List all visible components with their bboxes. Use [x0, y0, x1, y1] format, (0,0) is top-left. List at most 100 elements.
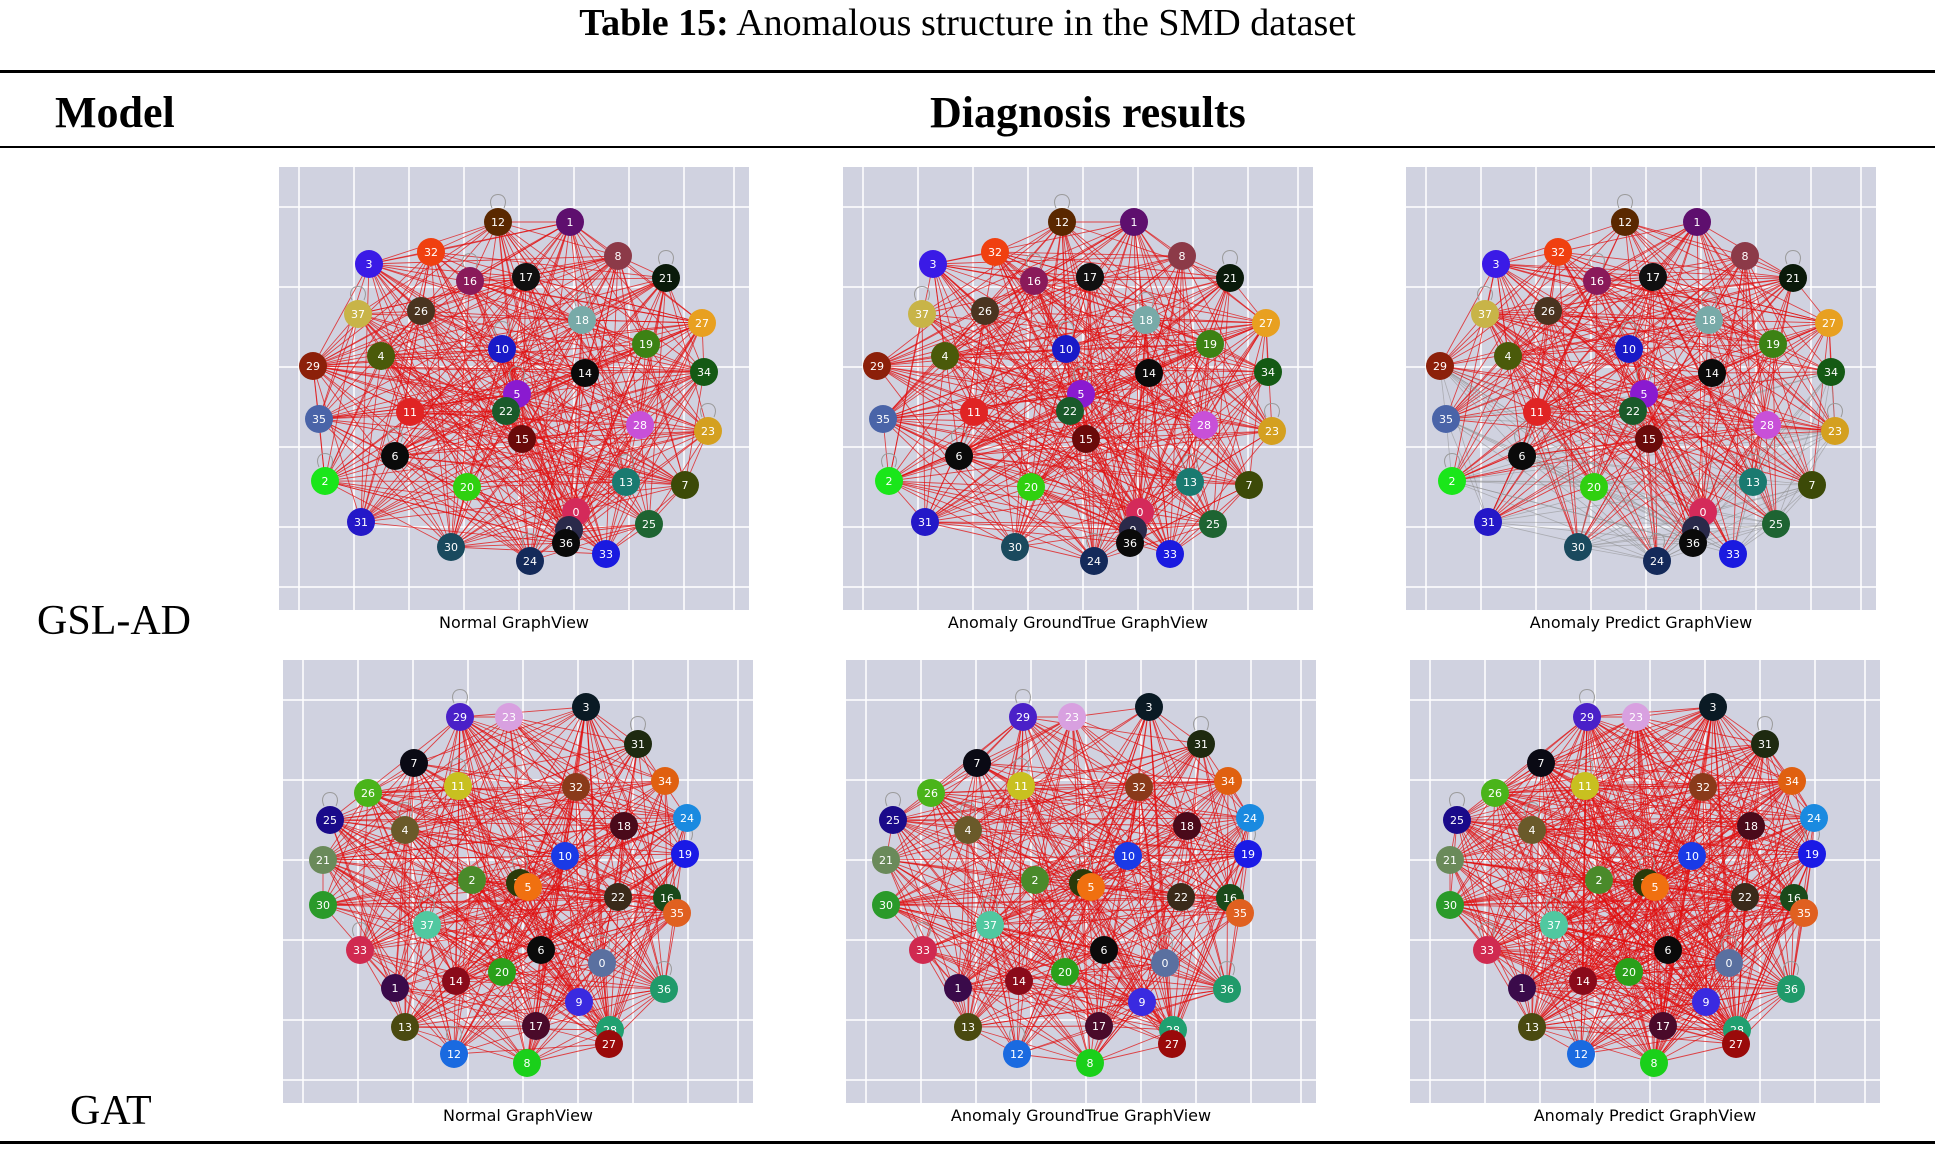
graph-edge	[329, 785, 459, 821]
graph-edge	[1484, 313, 1634, 412]
graph-edge	[380, 348, 503, 357]
graph-edge	[575, 786, 688, 819]
graph-edge	[420, 310, 709, 432]
graph-edge	[989, 855, 1129, 926]
graph-edge	[1018, 825, 1188, 982]
graph-edge	[394, 372, 586, 457]
node-label: 28	[633, 419, 647, 432]
node-label: 11	[1014, 780, 1028, 793]
graph-edge	[1702, 780, 1793, 788]
graph-edge	[581, 319, 641, 426]
graph-edge	[1744, 896, 1792, 990]
node-circle	[1722, 1030, 1750, 1058]
graph-edge	[1484, 251, 1559, 315]
node-circle	[595, 1030, 623, 1058]
graph-edge	[312, 343, 647, 367]
graph-edge	[1139, 372, 1150, 513]
graph-edge	[1692, 523, 1777, 544]
table-caption: Table 15: Anomalous structure in the SMD…	[0, 3, 1935, 43]
graph-edge	[404, 706, 587, 1028]
node-label: 22	[611, 891, 625, 904]
graph-edge	[404, 829, 619, 898]
graph-edge	[1180, 896, 1228, 990]
graph-edge	[368, 263, 527, 278]
node-label: 0	[599, 957, 606, 970]
node-label: 31	[1481, 516, 1495, 529]
graph-edge	[1702, 786, 1815, 819]
node-circle	[1114, 842, 1142, 870]
graph-edge	[1456, 716, 1588, 821]
node-label: 21	[1443, 854, 1457, 867]
graph-node: 36	[552, 529, 580, 557]
graph-edge	[1451, 393, 1645, 482]
graph-node: 4	[954, 816, 982, 844]
graph-edge	[516, 393, 607, 555]
graph-edge	[625, 371, 705, 483]
graph-node: 8	[513, 1049, 541, 1077]
graph-edge	[459, 706, 587, 718]
node-label: 29	[306, 360, 320, 373]
graph-edge	[1711, 371, 1832, 374]
graph-edge	[1596, 277, 1794, 282]
node-label: 34	[1261, 366, 1275, 379]
graph-node: 37	[1471, 300, 1499, 328]
node-circle	[1052, 335, 1080, 363]
node-circle	[919, 250, 947, 278]
graph-edge	[1064, 971, 1228, 990]
node-circle	[1762, 510, 1790, 538]
node-label: 35	[1797, 907, 1811, 920]
self-loop	[574, 292, 590, 307]
graph-edge	[882, 221, 1135, 420]
graph-edge	[1540, 743, 1766, 764]
graph-edge	[892, 780, 1229, 821]
graph-edge	[516, 393, 570, 531]
graph-edge	[368, 263, 647, 345]
graph-edge	[967, 1026, 1091, 1064]
graph-edge	[584, 255, 619, 374]
node-circle	[1683, 208, 1711, 236]
graph-edge	[1582, 879, 1600, 982]
graph-node: 33	[1473, 936, 1501, 964]
node-label: 14	[449, 975, 463, 988]
graph-edge	[420, 310, 503, 350]
graph-node: 26	[354, 779, 382, 807]
graph-edge	[882, 343, 1211, 420]
graph-node: 28	[1753, 411, 1781, 439]
graph-edge	[1033, 280, 1273, 432]
graph-node: 27	[1252, 309, 1280, 337]
graph-edge	[1016, 786, 1140, 1055]
node-circle	[1719, 540, 1747, 568]
graph-node: 34	[1254, 358, 1282, 386]
graph-edge	[1652, 276, 1830, 324]
nodes: 2923331342419163536288121313330212526711…	[1436, 693, 1828, 1077]
graph-edge	[564, 855, 611, 1031]
graph-edge	[1089, 276, 1231, 279]
graph-edge	[367, 786, 577, 794]
graph-node: 12	[1048, 208, 1076, 236]
graph-node: 4	[1494, 342, 1522, 370]
graph-edge	[1521, 371, 1832, 457]
node-circle	[1128, 988, 1156, 1016]
graph-edge	[1596, 221, 1698, 282]
node-label: 19	[1241, 848, 1255, 861]
graph-edge	[359, 762, 415, 951]
graph-node: 11	[960, 398, 988, 426]
graph-edge	[973, 411, 1087, 440]
graph-edge	[1593, 486, 1777, 525]
graph-node: 6	[1654, 936, 1682, 964]
node-circle	[1474, 508, 1502, 536]
node-circle	[688, 309, 716, 337]
graph-node: 3	[1699, 693, 1727, 721]
node-label: 21	[316, 854, 330, 867]
graph-node: 35	[1226, 899, 1254, 927]
graph-edge	[575, 424, 641, 513]
graph-edge	[1148, 255, 1183, 374]
self-loop	[1219, 961, 1235, 976]
node-circle	[1678, 842, 1706, 870]
node-label: 2	[322, 475, 329, 488]
graph-edge	[404, 1026, 528, 1064]
graph-edge	[578, 897, 668, 1003]
node-label: 2	[469, 874, 476, 887]
node-label: 16	[1590, 275, 1604, 288]
graph-edge	[1164, 912, 1241, 964]
